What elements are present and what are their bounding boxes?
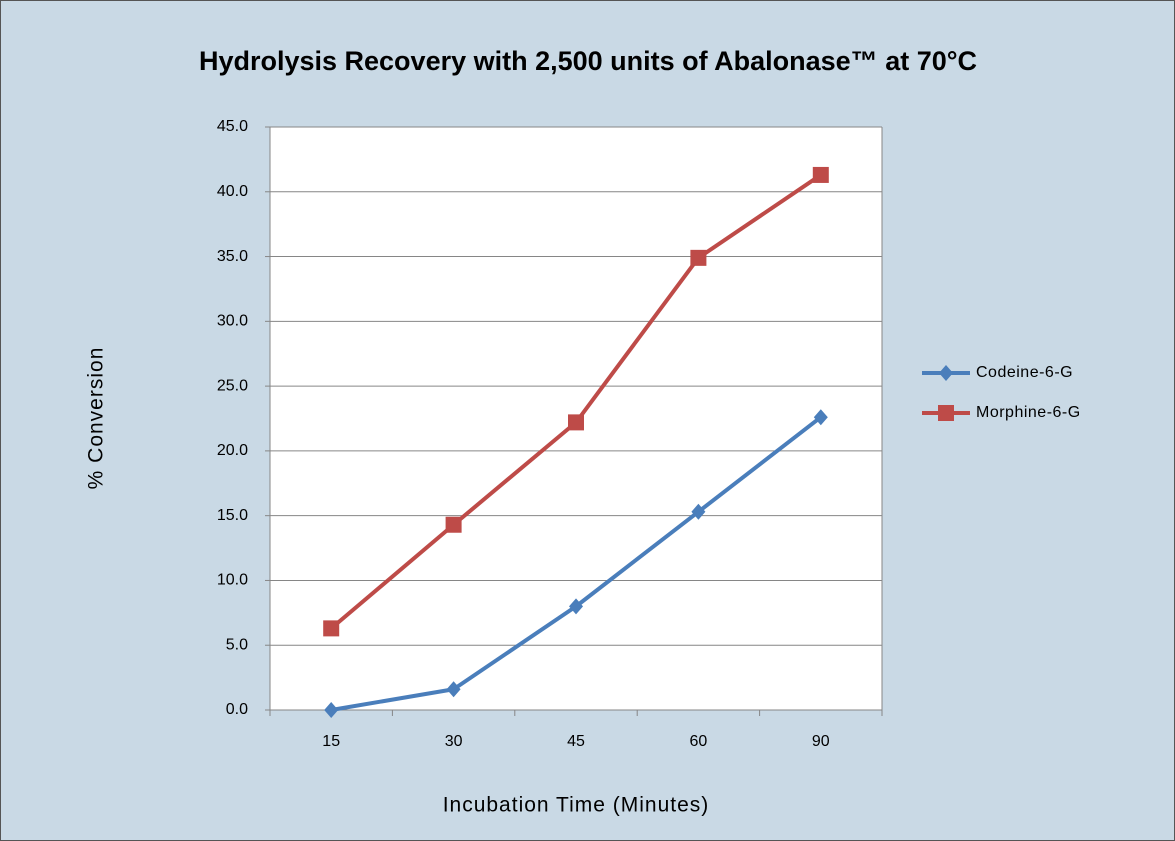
legend-marker: [938, 405, 954, 421]
marker: [324, 702, 339, 718]
marker: [812, 166, 829, 183]
marker: [446, 681, 461, 698]
marker: [445, 516, 462, 533]
y-tick-label: 10.0: [217, 572, 248, 589]
y-tick-label: 30.0: [217, 313, 248, 330]
y-tick-label: 20.0: [217, 442, 248, 459]
x-tick-label: 90: [812, 733, 830, 750]
y-tick-label: 45.0: [217, 118, 248, 135]
y-tick-label: 5.0: [226, 636, 248, 653]
marker: [691, 503, 706, 520]
y-tick-label: 25.0: [217, 377, 248, 394]
marker: [568, 414, 584, 431]
x-axis-title: Incubation Time (Minutes): [443, 794, 710, 817]
legend-marker: [939, 365, 953, 381]
legend-label: Codeine-6-G: [976, 364, 1073, 381]
legend-label: Morphine-6-G: [976, 404, 1081, 421]
y-tick-label: 0.0: [226, 701, 248, 718]
x-tick-label: 15: [322, 733, 340, 750]
marker: [813, 409, 828, 426]
x-tick-label: 45: [567, 733, 585, 750]
marker: [690, 249, 707, 266]
y-axis-title: % Conversion: [85, 347, 108, 490]
y-tick-label: 40.0: [217, 183, 248, 200]
x-tick-label: 30: [445, 733, 463, 750]
marker: [569, 598, 583, 615]
x-tick-label: 60: [690, 733, 708, 750]
marker: [323, 620, 340, 637]
y-tick-label: 15.0: [217, 507, 248, 524]
chart-title: Hydrolysis Recovery with 2,500 units of …: [199, 46, 977, 76]
y-tick-label: 35.0: [217, 248, 248, 265]
